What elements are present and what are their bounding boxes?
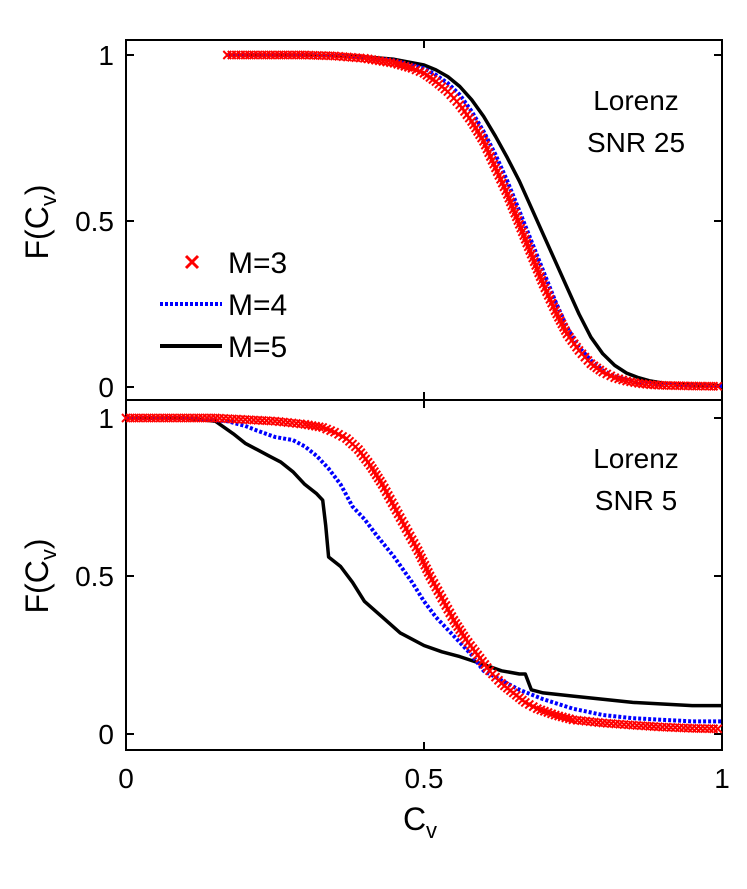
m3-point	[713, 381, 723, 391]
x-tick-label: 0.5	[405, 763, 444, 794]
legend-label: M=3	[228, 247, 287, 280]
y-axis-label: F(Cv)	[19, 185, 61, 260]
series-m3-markers	[121, 413, 723, 734]
panel-annotation: Lorenz	[593, 443, 679, 474]
panel-annotation: Lorenz	[593, 85, 679, 116]
series-m4-line	[126, 416, 722, 724]
chart-panel-top: 0 0.5 1 F(Cv) Lorenz SNR 25 M=3 M=4 M=5	[19, 39, 723, 403]
chart-panel-bottom: 0 0.5 1 0 0.5 1 F(Cv) Cv Lorenz SNR 5	[19, 399, 730, 843]
legend-label: M=5	[228, 331, 287, 364]
panel-annotation: SNR 25	[587, 127, 685, 158]
x-axis-label: Cv	[403, 801, 437, 843]
legend-label: M=4	[228, 289, 287, 322]
y-tick-label: 1	[98, 40, 114, 71]
y-axis-label: F(Cv)	[19, 539, 61, 614]
series-m3-markers	[222, 50, 723, 391]
panel-annotation: SNR 5	[595, 485, 677, 516]
y-tick-label: 0	[98, 372, 114, 403]
y-tick-label: 1	[98, 403, 114, 434]
m3-point	[713, 724, 723, 734]
series-m5-line	[126, 416, 722, 708]
y-tick-label: 0.5	[75, 206, 114, 237]
y-tick-label: 0	[98, 719, 114, 750]
x-tick-label: 0	[118, 763, 134, 794]
y-tick-label: 0.5	[75, 561, 114, 592]
x-tick-label: 1	[714, 763, 730, 794]
legend-marker-m3	[184, 254, 200, 270]
legend: M=3 M=4 M=5	[160, 247, 287, 364]
